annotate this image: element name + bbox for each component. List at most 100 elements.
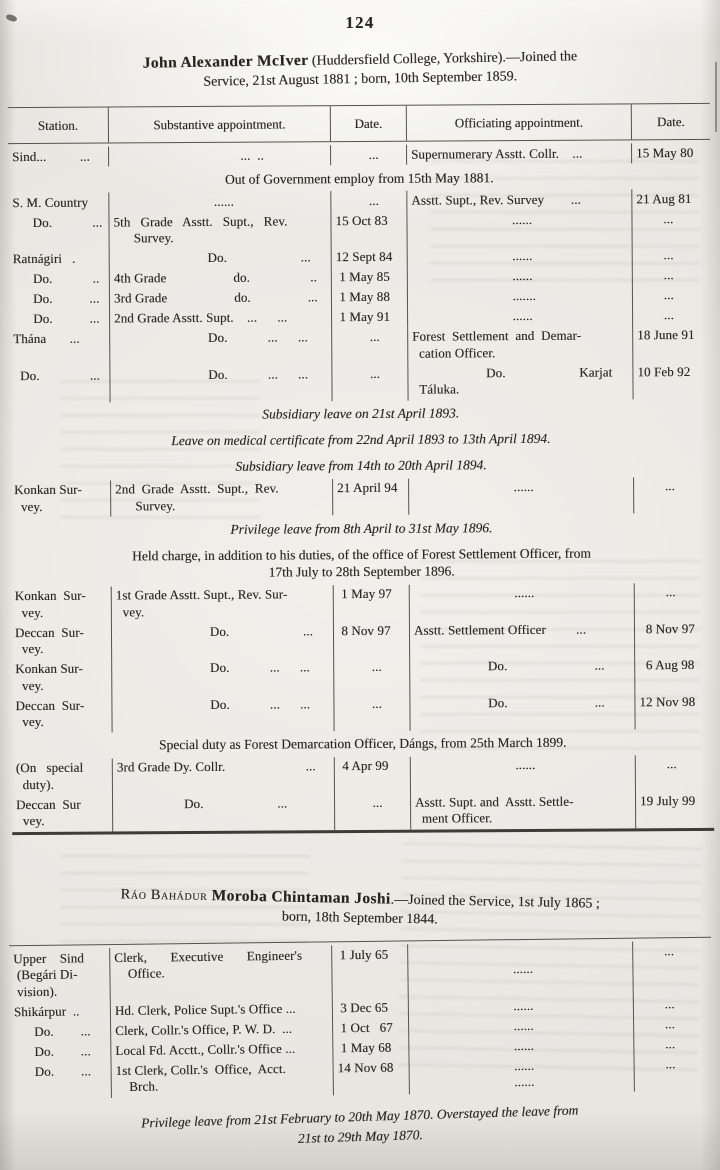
table-row: Thána ... Do. ... ... ... Forest Settleme…	[9, 325, 712, 366]
date-cell: ...	[331, 363, 408, 401]
scan-artifact	[715, 62, 717, 132]
table-body: Upper Sind (Begári Di- vision). Clerk, Ex…	[9, 937, 713, 1098]
station-cell: Do. ...	[14, 1022, 91, 1039]
officiating-appointment-cell: ......	[408, 582, 634, 621]
date-cell: ...	[333, 792, 411, 830]
date-cell: ...	[333, 657, 410, 695]
substantive-appointment-cell: Do. ... ...	[109, 364, 332, 403]
date-cell: 14 Nov 68	[332, 1056, 409, 1095]
substantive-appointment-cell: Do. ... ...	[109, 327, 332, 366]
table-row: Deccan Sur- vey. Do. ... ... ... Do. ...…	[11, 691, 714, 733]
station-cell: Do. ...	[12, 214, 103, 230]
table-row: Sind... ... ... .. ... Supernumerary Asst…	[8, 142, 711, 167]
officiating-appointment-cell: ......	[408, 476, 634, 515]
date-cell: ...	[330, 190, 407, 212]
table-row: Deccan Sur vey. Do. ... ... Asstt. Supt. …	[12, 790, 715, 832]
officiating-appointment-cell: Forest Settlement and Demar- cation Offi…	[407, 325, 633, 364]
date-cell: 15 Oct 83	[330, 210, 407, 248]
officiating-appointment-cell: ......	[406, 245, 632, 268]
station-cell: Thána ...	[13, 330, 80, 347]
station-cell: Upper Sind (Begári Di- vision).	[13, 949, 84, 999]
station-cell: Konkan Sur- vey.	[15, 660, 83, 693]
heading-text: .—Joined the Service, 1st July 1865 ;	[390, 892, 600, 912]
officiating-appointment-cell: ......	[406, 209, 632, 248]
date-cell: ...	[631, 245, 711, 266]
table-note: Held charge, in addition to his duties, …	[132, 545, 591, 580]
station-cell: Konkan Sur- vey.	[14, 587, 86, 620]
date-cell: ...	[632, 940, 712, 995]
column-header-date2: Date.	[630, 103, 710, 140]
officiating-appointment-cell: Do. ...	[409, 692, 635, 731]
table-row: Do. ... Do. ... ... ... Do. Karjat Táluk…	[9, 361, 712, 403]
table-body: Sind... ... ... .. ... Supernumerary Asst…	[8, 139, 715, 835]
column-header-date: Date.	[329, 105, 406, 142]
station-cell: Ratnágiri .	[12, 250, 76, 267]
substantive-appointment-cell: Do. ...	[110, 621, 334, 660]
date-cell: 1 May 97	[332, 584, 409, 622]
officiating-appointment-cell: ......	[408, 1034, 634, 1057]
date-cell: 15 May 80	[631, 142, 711, 164]
station-cell: S. M. Country	[12, 194, 89, 210]
station-cell: Deccan Sur vey.	[15, 796, 81, 829]
substantive-appointment-cell: 5th Grade Asstt. Supt., Rev. Survey.	[108, 211, 331, 250]
substantive-appointment-cell: 4th Grade do. ..	[108, 267, 331, 290]
officiating-appointment-cell: Asstt. Settlement Officer ...	[408, 619, 635, 658]
date-cell: 8 Nov 97	[332, 620, 410, 658]
station-cell: Sind... ...	[12, 148, 90, 164]
substantive-appointment-cell: Do. ... ...	[111, 694, 334, 733]
leave-footnote: Privilege leave from 21st February to 20…	[0, 1096, 720, 1157]
officiating-appointment-cell: ......	[407, 941, 633, 997]
date-cell: ...	[634, 754, 714, 792]
officiating-appointment-cell: Asstt. Supt. and Asstt. Settle- ment Off…	[409, 791, 636, 830]
officiating-appointment-cell: Asstt. Supt., Rev. Survey ...	[406, 189, 632, 211]
officiating-appointment-cell: Supernumerary Asstt. Collr. ...	[406, 143, 632, 165]
date-cell: ...	[631, 208, 711, 246]
entry-heading-joshi: Ráo Bahádur Moroba Chintaman Joshi.—Join…	[0, 882, 720, 935]
table-row: Deccan Sur- vey. Do. ... 8 Nov 97 Asstt. …	[11, 618, 714, 660]
page-number: 124	[345, 13, 375, 32]
date-cell: ...	[633, 1033, 713, 1055]
officiating-appointment-cell: ......	[409, 754, 635, 793]
station-cell: Do. ...	[14, 1062, 92, 1079]
substantive-appointment-cell: Do. ...	[108, 247, 331, 270]
officiating-appointment-cell: .......	[406, 285, 633, 308]
station-cell: Deccan Sur- vey.	[15, 697, 85, 730]
date-cell: ...	[632, 1013, 713, 1035]
date-cell: 1 May 91	[331, 307, 408, 328]
date-cell: 8 Nov 97	[633, 618, 714, 656]
heading-text-line2: born, 18th September 1844.	[281, 909, 438, 927]
table-row: Konkan Sur- vey. 2nd Grade Asstt. Supt., …	[10, 476, 713, 517]
date-cell: ...	[331, 327, 408, 365]
officiating-appointment-cell: ......	[407, 994, 633, 1017]
station-cell: (On special duty).	[15, 759, 84, 792]
officer-title: Ráo Bahádur	[120, 885, 212, 904]
date-cell: ...	[633, 582, 713, 620]
substantive-appointment-cell: 3rd Grade do. ...	[108, 287, 332, 310]
heading-text: (Huddersfield College, Yorkshire).—Joine…	[308, 49, 578, 69]
officiating-appointment-cell: ......	[407, 305, 633, 328]
date-cell: 1 May 85	[330, 267, 407, 288]
station-cell: Shikárpur ..	[13, 1002, 80, 1019]
table-row: (On special duty). 3rd Grade Dy. Collr. .…	[12, 754, 714, 795]
date-cell: 12 Sept 84	[330, 247, 407, 268]
substantive-appointment-cell: 3rd Grade Dy. Collr. ...	[111, 756, 334, 795]
officer-name: John Alexander McIver	[142, 51, 309, 72]
substantive-appointment-cell: ......	[108, 191, 331, 213]
date-cell: ...	[632, 305, 712, 326]
station-cell: Do. ...	[13, 310, 100, 327]
officiating-appointment-cell: Do. ...	[409, 655, 635, 694]
footnote-line2: 21st to 29th May 1870.	[297, 1127, 423, 1146]
date-cell: 19 July 99	[634, 790, 715, 828]
station-cell: Do. ...	[12, 290, 100, 307]
officer-name: Moroba Chintaman Joshi	[211, 886, 391, 908]
heading-text-line2: Service, 21st August 1881 ; born, 10th S…	[203, 69, 518, 90]
table-row: Konkan Sur- vey. 1st Grade Asstt. Supt., …	[11, 582, 713, 623]
column-header-officiating: Officiating appointment.	[405, 104, 631, 141]
date-cell: 18 June 91	[632, 325, 712, 363]
station-cell: Do. ..	[12, 270, 100, 287]
date-cell: 1 Oct 67	[332, 1016, 409, 1038]
table-header-row: Station. Substantive appointment. Date. …	[7, 102, 710, 145]
substantive-appointment-cell: ... ..	[108, 145, 331, 167]
date-cell: 6 Aug 98	[634, 655, 714, 693]
station-cell: Konkan Sur- vey.	[14, 481, 82, 514]
